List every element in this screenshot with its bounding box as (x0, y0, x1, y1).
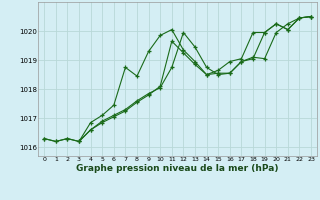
X-axis label: Graphe pression niveau de la mer (hPa): Graphe pression niveau de la mer (hPa) (76, 164, 279, 173)
